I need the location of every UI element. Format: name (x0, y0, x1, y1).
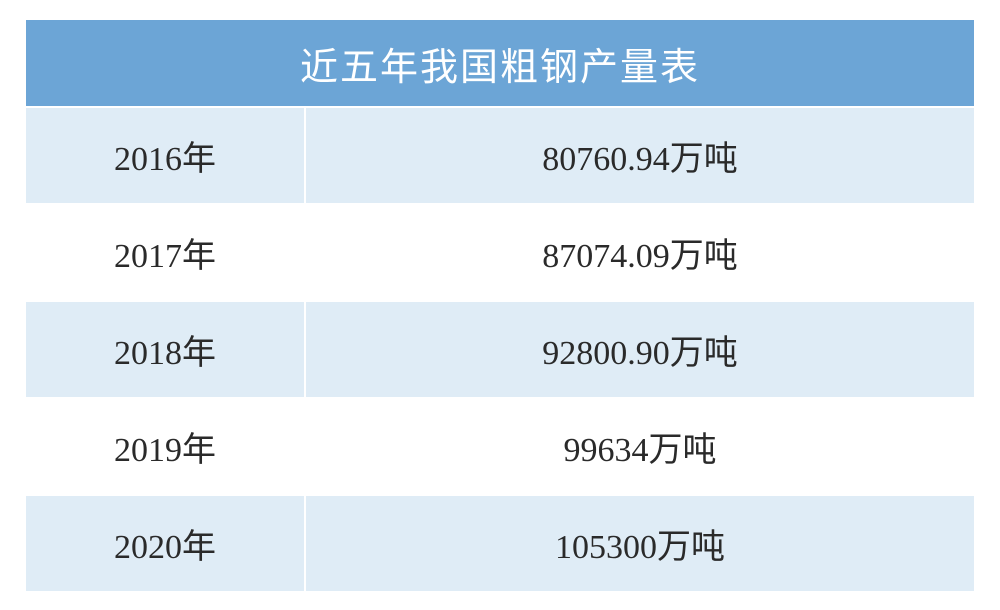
year-cell: 2020年 (25, 495, 305, 592)
year-cell: 2017年 (25, 204, 305, 301)
year-cell: 2016年 (25, 107, 305, 204)
value-cell: 92800.90万吨 (305, 301, 975, 398)
table-row: 2016年 80760.94万吨 (25, 107, 975, 204)
year-cell: 2019年 (25, 398, 305, 495)
value-cell: 105300万吨 (305, 495, 975, 592)
table-body: 2016年 80760.94万吨 2017年 87074.09万吨 2018年 … (25, 107, 975, 592)
steel-output-table: 近五年我国粗钢产量表 2016年 80760.94万吨 2017年 87074.… (24, 18, 976, 593)
table-row: 2018年 92800.90万吨 (25, 301, 975, 398)
table-row: 2019年 99634万吨 (25, 398, 975, 495)
value-cell: 87074.09万吨 (305, 204, 975, 301)
table-header-row: 近五年我国粗钢产量表 (25, 19, 975, 107)
value-cell: 80760.94万吨 (305, 107, 975, 204)
value-cell: 99634万吨 (305, 398, 975, 495)
table-row: 2017年 87074.09万吨 (25, 204, 975, 301)
table-row: 2020年 105300万吨 (25, 495, 975, 592)
year-cell: 2018年 (25, 301, 305, 398)
table-title: 近五年我国粗钢产量表 (25, 19, 975, 107)
